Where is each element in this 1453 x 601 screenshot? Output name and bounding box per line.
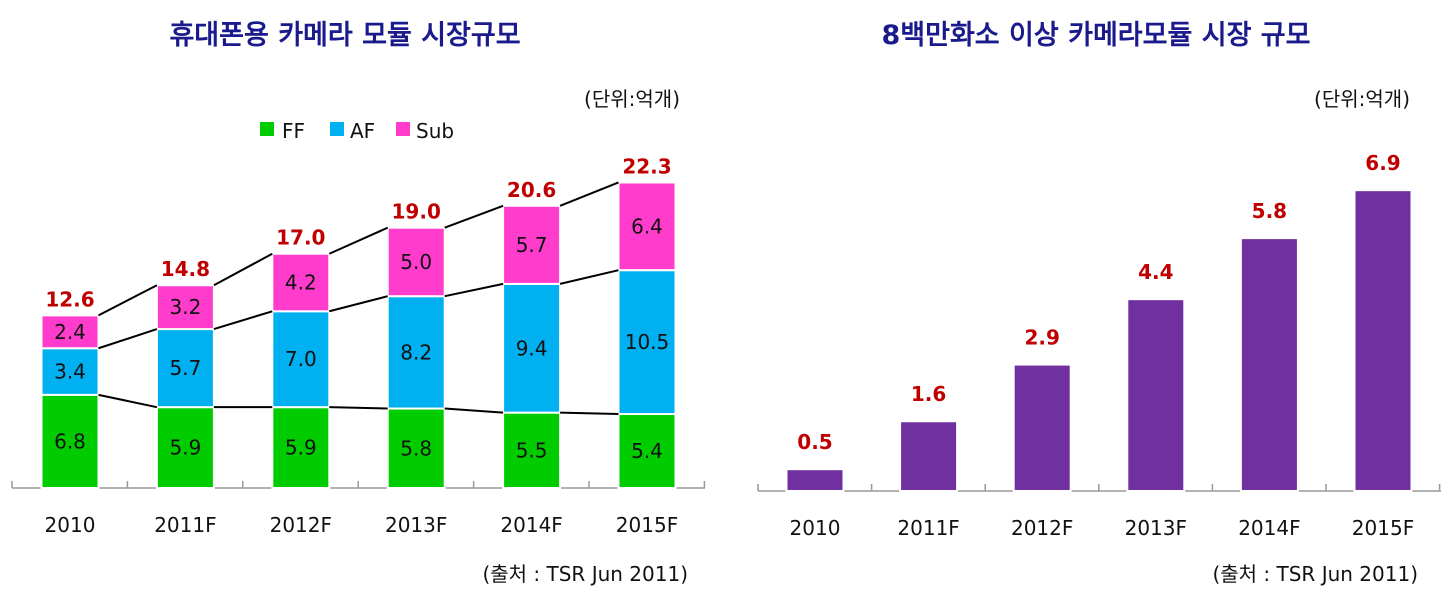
series-line-af [444, 282, 504, 298]
series-line-sub [98, 284, 158, 317]
segment-label: 5.5 [516, 438, 548, 462]
bar [1012, 363, 1072, 492]
bar [1353, 189, 1413, 492]
series-line-ff [98, 393, 158, 409]
segment-label: 4.2 [285, 271, 317, 295]
segment-label: 5.0 [400, 250, 432, 274]
segment-label: 5.7 [169, 356, 201, 380]
segment-label: 5.9 [169, 436, 201, 460]
x-tick-label: 2012F [270, 513, 332, 537]
bar-segment-sub [617, 181, 677, 272]
x-tick-label: 2010 [45, 513, 96, 537]
legend-label-ff: FF [282, 119, 305, 143]
value-label: 4.4 [1138, 260, 1173, 284]
segment-label: 5.7 [516, 233, 548, 257]
x-tick-label: 2015F [1352, 516, 1414, 540]
bar-segment-af [155, 328, 215, 409]
x-tick-label: 2013F [1125, 516, 1187, 540]
segment-label: 6.8 [54, 429, 86, 453]
segment-label: 10.5 [625, 330, 670, 354]
bar [1239, 237, 1299, 492]
x-tick-label: 2013F [385, 513, 447, 537]
series-line-sub [328, 226, 389, 255]
x-tick-label: 2010 [790, 516, 841, 540]
segment-label: 7.0 [285, 347, 317, 371]
bar-segment-ff [386, 407, 446, 490]
x-tick-label: 2011F [897, 516, 959, 540]
segment-label: 3.2 [169, 295, 201, 319]
legend-swatch-sub [396, 122, 410, 136]
series-line-sub [559, 181, 619, 207]
segment-label: 5.8 [400, 436, 432, 460]
series-line-af [559, 269, 619, 285]
left-chart-source: (출처 : TSR Jun 2011) [482, 562, 688, 586]
value-label: 1.6 [911, 382, 946, 406]
total-label: 19.0 [392, 200, 441, 224]
series-line-ff [329, 406, 388, 410]
right-chart-source: (출처 : TSR Jun 2011) [1212, 562, 1418, 586]
bar [785, 468, 845, 493]
bar-segment-af [617, 269, 677, 416]
series-line-ff [444, 407, 504, 414]
value-label: 6.9 [1365, 151, 1400, 175]
legend-label-af: AF [350, 119, 375, 143]
series-line-sub [213, 252, 273, 287]
left-chart-title: 휴대폰용 카메라 모듈 시장규모 [169, 20, 520, 51]
total-label: 12.6 [45, 287, 94, 311]
value-label: 0.5 [797, 430, 832, 454]
legend-swatch-af [330, 122, 344, 136]
value-label: 5.8 [1252, 199, 1287, 223]
bar-segment-sub [502, 204, 562, 285]
x-tick-label: 2015F [616, 513, 678, 537]
value-label: 2.9 [1024, 326, 1059, 350]
total-label: 17.0 [276, 226, 325, 250]
legend-label-sub: Sub [416, 119, 454, 143]
total-label: 22.3 [622, 154, 671, 178]
series-line-af [213, 310, 273, 331]
bar-segment-ff [40, 393, 100, 489]
bar-segment-af [386, 295, 446, 410]
x-tick-label: 2011F [154, 513, 216, 537]
bar [899, 420, 959, 492]
segment-label: 8.2 [400, 340, 432, 364]
bar-segment-af [271, 310, 331, 409]
bar-segment-sub [155, 284, 215, 331]
bar-segment-sub [40, 314, 100, 350]
x-tick-label: 2012F [1011, 516, 1073, 540]
bar-segment-sub [271, 252, 331, 313]
series-line-ff [560, 411, 619, 416]
right-plot: 0.5 2010 1.6 2011F 2.9 2012F 4.4 2013F 5.8 2014F 6… [757, 151, 1441, 540]
bar [1126, 298, 1186, 492]
bar-segment-sub [386, 226, 446, 298]
right-chart-title: 8백만화소 이상 카메라모듈 시장 규모 [882, 20, 1311, 51]
right-chart-unit: (단위:억개) [1314, 87, 1410, 111]
bar-segment-ff [502, 411, 562, 489]
series-line-af [329, 295, 388, 313]
segment-label: 9.4 [516, 336, 548, 360]
left-chart-unit: (단위:억개) [584, 87, 680, 111]
series-line-af [98, 328, 158, 350]
series-line-sub [444, 204, 504, 229]
bar-segment-af [40, 347, 100, 396]
segment-label: 5.9 [285, 436, 317, 460]
segment-label: 6.4 [631, 214, 663, 238]
legend: FF AF Sub [260, 119, 454, 143]
left-plot: 6.8 3.4 2.4 12.6 2010 5.9 5.7 3.2 14.8 2011F 5.9 7.… [11, 154, 706, 537]
total-label: 14.8 [161, 257, 210, 281]
segment-label: 3.4 [54, 360, 86, 384]
total-label: 20.6 [507, 178, 556, 202]
legend-swatch-ff [260, 122, 274, 136]
segment-label: 5.4 [631, 439, 663, 463]
x-tick-label: 2014F [1238, 516, 1300, 540]
x-tick-label: 2014F [500, 513, 562, 537]
segment-label: 2.4 [54, 320, 86, 344]
